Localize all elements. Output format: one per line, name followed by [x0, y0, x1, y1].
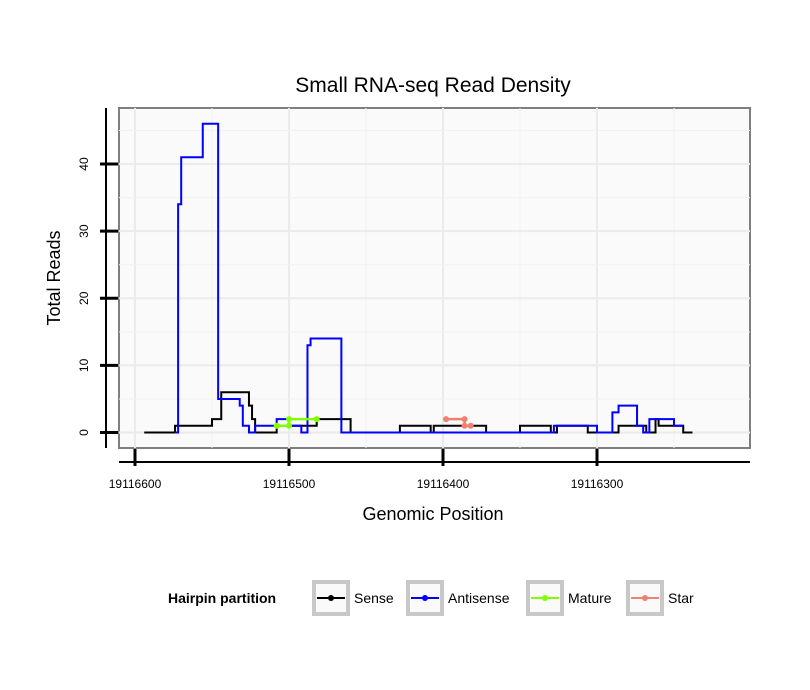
x-tick-label: 19116300	[571, 477, 624, 491]
y-axis-label: Total Reads	[44, 230, 64, 325]
legend-title: Hairpin partition	[168, 590, 276, 606]
x-tick-label: 19116500	[263, 477, 316, 491]
legend-label-star: Star	[668, 590, 694, 606]
series-point-mature	[273, 422, 280, 429]
series-layer	[144, 122, 693, 434]
plot-panel	[118, 107, 751, 449]
x-tick-label: 19116600	[109, 477, 162, 491]
legend-marker-sense	[328, 595, 334, 601]
chart-title: Small RNA-seq Read Density	[295, 74, 571, 97]
y-tick-label: 20	[77, 291, 91, 305]
y-tick-label: 30	[77, 224, 91, 238]
y-tick-label: 40	[77, 157, 91, 171]
series-point-star	[443, 416, 450, 423]
x-tick-label: 19116400	[417, 477, 470, 491]
series-point-mature	[286, 416, 292, 423]
series-point-star	[461, 416, 468, 423]
legend-marker-mature	[542, 595, 548, 601]
y-tick-label: 10	[77, 358, 91, 372]
legend-label-mature: Mature	[568, 590, 612, 606]
series-line-star	[446, 417, 471, 428]
series-point-star	[467, 422, 474, 429]
legend: Hairpin partition Sense Antisense Mature St…	[168, 580, 694, 616]
series-point-mature	[313, 416, 320, 423]
y-tick-label: 0	[77, 429, 91, 436]
axes: 19116600 19116500 19116400 19116300 0 10 20 30 4…	[77, 108, 750, 491]
legend-label-antisense: Antisense	[448, 590, 510, 606]
series-point-mature	[286, 422, 292, 429]
series-line-mature	[276, 417, 317, 428]
legend-marker-antisense	[422, 595, 428, 601]
series-line-antisense	[175, 122, 684, 434]
legend-marker-star	[642, 595, 648, 601]
legend-label-sense: Sense	[354, 590, 394, 606]
x-axis-label: Genomic Position	[362, 504, 503, 524]
series-point-star	[461, 422, 468, 429]
